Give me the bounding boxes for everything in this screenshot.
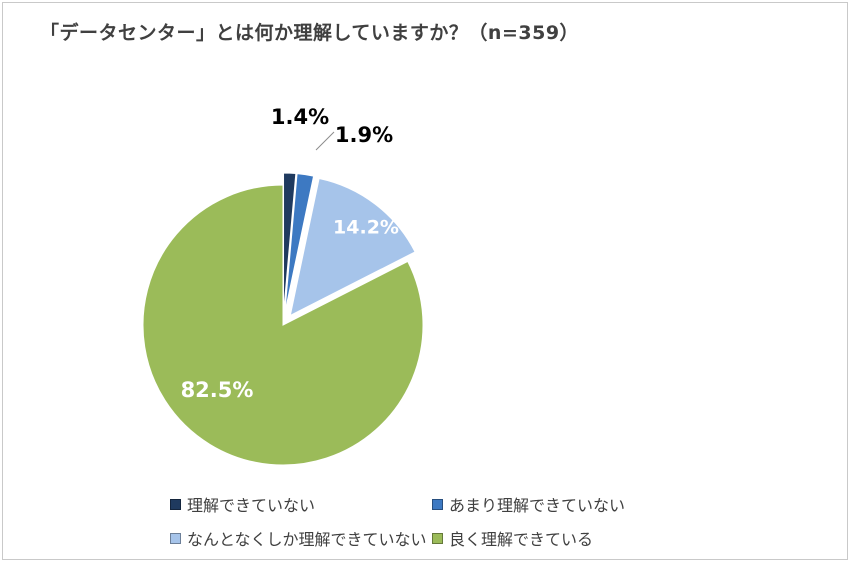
legend-label-2: なんとなくしか理解できていない [187,530,427,549]
data-label-3: 82.5% [181,378,254,402]
legend-swatch-0 [170,498,181,510]
legend-label-0: 理解できていない [187,496,316,515]
legend-label-1: あまり理解できていない [449,496,626,515]
legend-swatch-1 [432,498,443,510]
leader-line-1 [315,131,335,151]
legend-label-3: 良く理解できている [449,530,594,549]
legend-item-2: なんとなくしか理解できていない [170,526,427,550]
slice-understand-well [142,184,424,466]
chart-title: 「データセンター」とは何か理解していますか？（n=359） [40,22,580,44]
legend-swatch-3 [432,532,443,544]
legend-item-3: 良く理解できている [432,526,593,550]
data-label-1: 1.9% [335,123,393,147]
legend-swatch-2 [170,532,181,544]
legend-item-1: あまり理解できていない [432,492,625,516]
slice-vaguely-understand [289,177,416,317]
legend-item-0: 理解できていない [170,492,315,516]
data-label-0: 1.4% [271,105,329,129]
slice-hardly-understand [284,173,315,314]
data-label-2: 14.2% [333,217,399,239]
slice-not-understand [283,172,297,314]
